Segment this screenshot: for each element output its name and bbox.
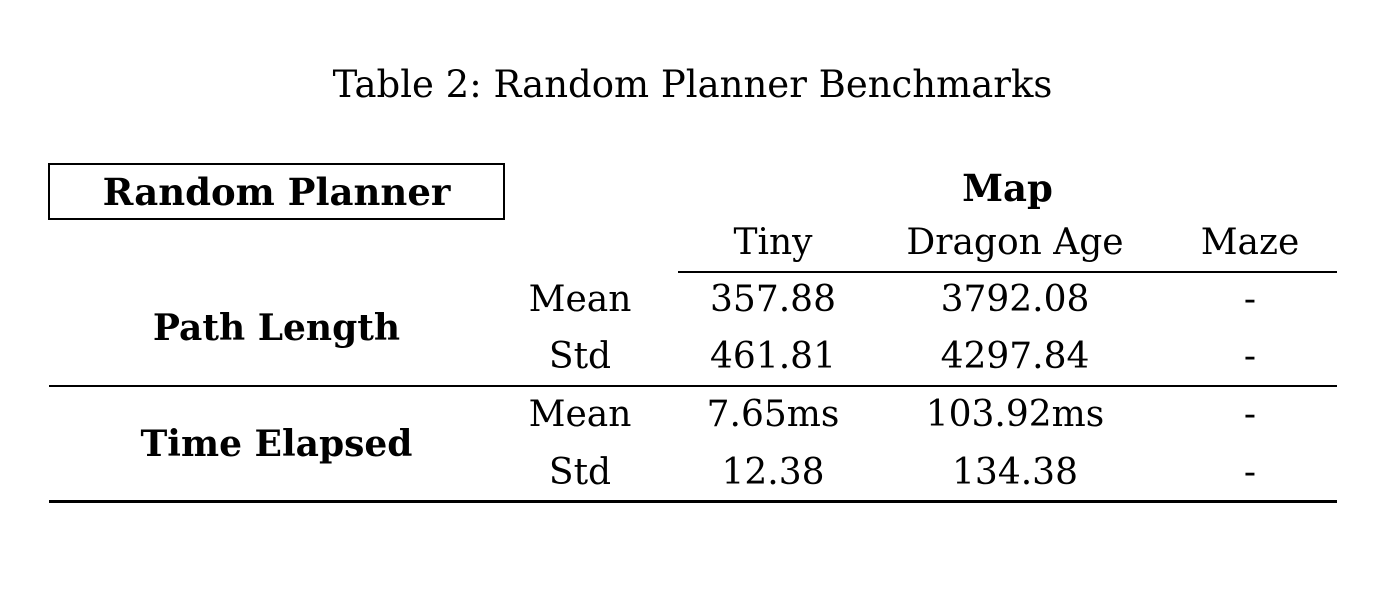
- table-caption: Table 2: Random Planner Benchmarks: [332, 63, 1053, 106]
- cell-time-elapsed-std-dragon-age: 134.38: [952, 452, 1078, 493]
- bottom-rule: [49, 500, 1337, 503]
- column-header-maze: Maze: [1200, 222, 1300, 263]
- cell-time-elapsed-mean-dragon-age: 103.92ms: [925, 394, 1105, 435]
- planner-name-box: Random Planner: [48, 163, 505, 220]
- cell-time-elapsed-mean-maze: -: [1243, 394, 1257, 435]
- cell-path-length-mean-maze: -: [1243, 279, 1257, 320]
- cell-time-elapsed-std-maze: -: [1243, 452, 1257, 493]
- header-rule: [678, 271, 1337, 273]
- row-group-label-time-elapsed: Time Elapsed: [140, 423, 413, 465]
- section-divider-rule: [49, 385, 1337, 387]
- column-group-header-map: Map: [962, 166, 1053, 210]
- cell-time-elapsed-std-tiny: 12.38: [721, 452, 825, 493]
- cell-path-length-std-maze: -: [1243, 336, 1257, 377]
- cell-path-length-std-dragon-age: 4297.84: [940, 336, 1090, 377]
- row-group-label-path-length: Path Length: [152, 307, 401, 349]
- stat-label: Mean: [528, 279, 632, 320]
- cell-path-length-mean-dragon-age: 3792.08: [940, 279, 1090, 320]
- cell-path-length-mean-tiny: 357.88: [710, 279, 836, 320]
- stat-label: Std: [548, 336, 612, 377]
- cell-path-length-std-tiny: 461.81: [710, 336, 836, 377]
- planner-name-label: Random Planner: [102, 169, 451, 214]
- column-header-tiny: Tiny: [733, 222, 813, 263]
- stat-label: Mean: [528, 394, 632, 435]
- stat-label: Std: [548, 452, 612, 493]
- cell-time-elapsed-mean-tiny: 7.65ms: [706, 394, 840, 435]
- column-header-dragon-age: Dragon Age: [906, 222, 1124, 263]
